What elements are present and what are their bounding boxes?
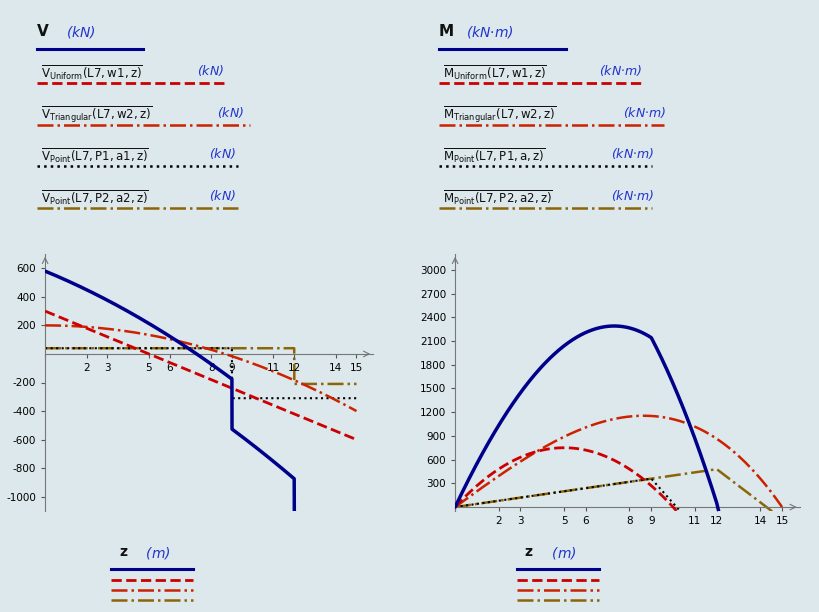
Text: ($m$): ($m$) <box>137 545 170 561</box>
Text: $\overline{\mathrm{V}_{\mathrm{Triangular}}(\mathrm{L7,w2,z})}$: $\overline{\mathrm{V}_{\mathrm{Triangula… <box>41 105 156 125</box>
Text: ($kN{\cdot}m$): ($kN{\cdot}m$) <box>465 24 513 40</box>
Text: V: V <box>37 24 48 40</box>
Text: ($kN$): ($kN$) <box>197 63 224 78</box>
Text: $\overline{\mathrm{V}_{\mathrm{Point}}(\mathrm{L7,P2,a2,z})}$: $\overline{\mathrm{V}_{\mathrm{Point}}(\… <box>41 188 152 206</box>
Text: $\overline{\mathrm{M}_{\mathrm{Point}}(\mathrm{L7,P2,a2,z})}$: $\overline{\mathrm{M}_{\mathrm{Point}}(\… <box>442 188 556 206</box>
Text: $\overline{\mathrm{M}_{\mathrm{Triangular}}(\mathrm{L7,w2,z})}$: $\overline{\mathrm{M}_{\mathrm{Triangula… <box>442 105 559 125</box>
Text: ($m$): ($m$) <box>542 545 576 561</box>
Text: ($kN$): ($kN$) <box>66 24 95 40</box>
Text: $\overline{\mathrm{V}_{\mathrm{Uniform}}(\mathrm{L7,w1,z})}$: $\overline{\mathrm{V}_{\mathrm{Uniform}}… <box>41 63 147 81</box>
Text: z: z <box>119 545 127 559</box>
Text: $\overline{\mathrm{V}_{\mathrm{Point}}(\mathrm{L7,P1,a1,z})}$: $\overline{\mathrm{V}_{\mathrm{Point}}(\… <box>41 146 152 165</box>
Text: ($kN{\cdot}m$): ($kN{\cdot}m$) <box>610 146 654 162</box>
Text: z: z <box>524 545 532 559</box>
Text: ($kN{\cdot}m$): ($kN{\cdot}m$) <box>598 63 641 78</box>
Text: $\overline{\mathrm{M}_{\mathrm{Point}}(\mathrm{L7,P1,a,z})}$: $\overline{\mathrm{M}_{\mathrm{Point}}(\… <box>442 146 549 165</box>
Text: ($kN{\cdot}m$): ($kN{\cdot}m$) <box>610 188 654 203</box>
Text: ($kN$): ($kN$) <box>217 105 244 120</box>
Text: M: M <box>438 24 453 40</box>
Text: $\overline{\mathrm{M}_{\mathrm{Uniform}}(\mathrm{L7,w1,z})}$: $\overline{\mathrm{M}_{\mathrm{Uniform}}… <box>442 63 550 81</box>
Text: ($kN$): ($kN$) <box>209 188 236 203</box>
Text: ($kN$): ($kN$) <box>209 146 236 162</box>
Text: ($kN{\cdot}m$): ($kN{\cdot}m$) <box>622 105 666 120</box>
